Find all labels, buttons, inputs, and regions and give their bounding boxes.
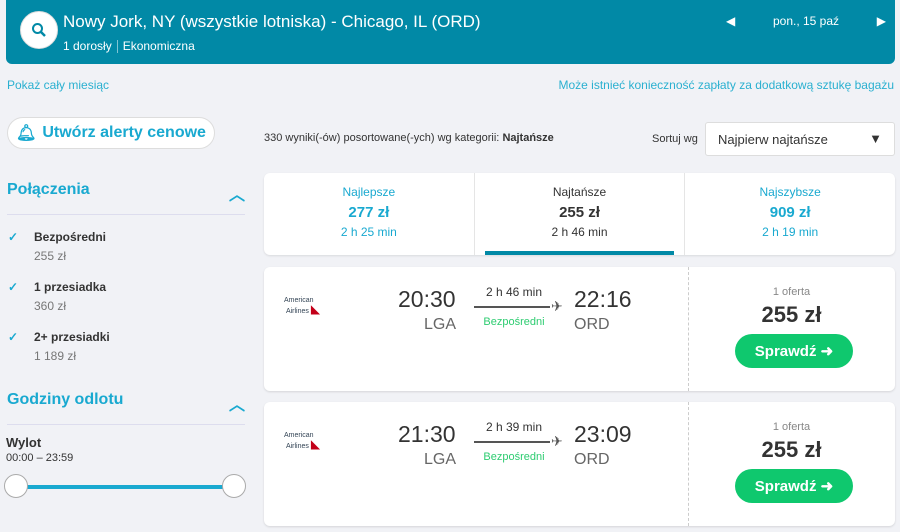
slider-handle-start[interactable] xyxy=(4,474,28,498)
search-icon xyxy=(32,23,46,37)
departure-times-header[interactable]: Godziny odlotu ︿ xyxy=(7,391,245,425)
airline-logo: American Airlines ◣ xyxy=(284,297,321,316)
arrow-right-icon: ➜ xyxy=(820,478,834,495)
departure-label: Wylot xyxy=(6,435,42,450)
search-header[interactable]: Nowy Jork, NY (wszystkie lotniska) - Chi… xyxy=(6,0,895,64)
slider-handle-end[interactable] xyxy=(222,474,246,498)
departure-range: 00:00 – 23:59 xyxy=(6,452,74,464)
chevron-up-icon[interactable]: ︿ xyxy=(228,187,245,204)
tab-fastest[interactable]: Najszybsze 909 zł 2 h 19 min xyxy=(759,185,821,239)
passengers: 1 dorosły xyxy=(63,39,112,53)
bell-icon: 🔔︎ xyxy=(16,125,37,142)
check-icon[interactable]: ✓ xyxy=(8,230,19,244)
search-button[interactable] xyxy=(20,11,58,49)
sort-tabs: Najlepsze 277 zł 2 h 25 min Najtańsze 255 z… xyxy=(264,173,895,255)
next-date-icon[interactable]: ▶ xyxy=(876,14,886,28)
connections-header[interactable]: Połączenia ︿ xyxy=(7,181,245,215)
route-title: Nowy Jork, NY (wszystkie lotniska) - Chi… xyxy=(63,12,481,31)
airline-logo: American Airlines ◣ xyxy=(284,432,321,451)
flight-card[interactable]: American Airlines ◣ 20:30 LGA 2 h 46 min… xyxy=(264,267,895,391)
date: pon., 15 paź xyxy=(772,14,840,28)
baggage-link[interactable]: Może istnieć konieczność zapłaty za doda… xyxy=(558,78,894,92)
tab-cheapest[interactable]: Najtańsze 255 zł 2 h 46 min xyxy=(475,173,686,255)
tab-best[interactable]: Najlepsze 277 zł 2 h 25 min xyxy=(264,173,475,255)
time-slider-track[interactable] xyxy=(16,485,234,489)
dropdown-arrow-icon: ▼ xyxy=(869,131,882,146)
chevron-up-icon[interactable]: ︿ xyxy=(228,397,245,414)
flight-card[interactable]: American Airlines ◣ 21:30 LGA 2 h 39 min… xyxy=(264,402,895,526)
cabin-class: Ekonomiczna xyxy=(122,39,195,53)
show-month-link[interactable]: Pokaż cały miesiąc xyxy=(7,78,110,92)
prev-date-icon[interactable]: ◀ xyxy=(726,14,736,28)
results-summary: 330 wyniki(-ów) posortowane(-ych) wg kat… xyxy=(264,132,554,144)
plane-icon: ✈ xyxy=(551,433,563,449)
plane-icon: ✈ xyxy=(551,298,563,314)
price-alert-button[interactable]: 🔔︎ Utwórz alerty cenowe xyxy=(7,117,215,149)
arrow-right-icon: ➜ xyxy=(820,343,834,360)
sort-label: Sortuj wg xyxy=(652,133,698,145)
check-icon[interactable]: ✓ xyxy=(8,330,19,344)
check-button[interactable]: Sprawdź ➜ xyxy=(735,334,853,368)
sort-select[interactable]: Najpierw najtańsze ▼ xyxy=(705,122,895,156)
check-button[interactable]: Sprawdź ➜ xyxy=(735,469,853,503)
check-icon[interactable]: ✓ xyxy=(8,280,19,294)
